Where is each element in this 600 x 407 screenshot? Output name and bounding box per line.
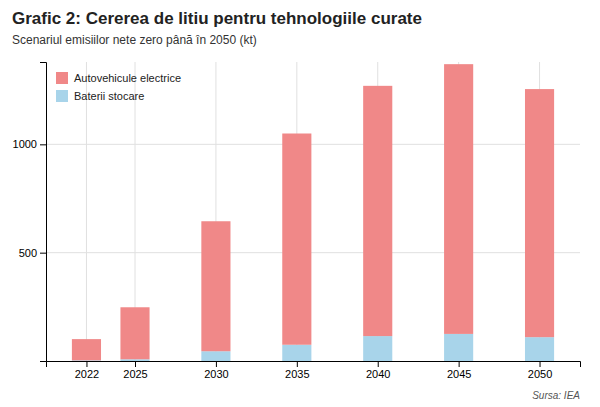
grid-line: [46, 252, 580, 253]
legend-item: Baterii stocare: [56, 90, 144, 102]
bar: [120, 359, 149, 361]
bar: [444, 334, 473, 361]
legend-label: Baterii stocare: [74, 90, 144, 102]
bar: [72, 339, 101, 360]
bar: [282, 134, 311, 345]
x-axis-line: [47, 362, 581, 368]
x-tick-mark: [540, 361, 541, 367]
bar: [363, 86, 392, 336]
legend-item: Autovehicule electrice: [56, 72, 181, 84]
bar: [363, 336, 392, 361]
x-tick-label: 2030: [204, 368, 228, 380]
x-tick-label: 2040: [366, 368, 390, 380]
y-tick: 500: [19, 247, 46, 259]
x-tick-mark: [135, 361, 136, 367]
bar: [525, 337, 554, 361]
source-note: Sursa: IEA: [532, 390, 580, 401]
x-tick: 2022: [75, 361, 99, 380]
x-tick-mark: [86, 361, 87, 367]
grid-line: [86, 62, 87, 361]
x-tick: 2045: [447, 361, 471, 380]
y-tick-mark: [40, 144, 46, 145]
y-axis-line: [40, 63, 47, 362]
x-tick-label: 2050: [528, 368, 552, 380]
x-tick-mark: [459, 361, 460, 367]
bar: [201, 351, 230, 361]
chart: Grafic 2: Cererea de litiu pentru tehnol…: [0, 0, 600, 407]
x-tick-mark: [297, 361, 298, 367]
legend-label: Autovehicule electrice: [74, 72, 181, 84]
x-tick-label: 2035: [285, 368, 309, 380]
bars: [72, 64, 554, 361]
bar: [201, 221, 230, 351]
title: Grafic 2: Cererea de litiu pentru tehnol…: [12, 9, 422, 28]
x-tick-label: 2022: [75, 368, 99, 380]
x-tick: 2025: [123, 361, 147, 380]
y-axis: 500 1000: [13, 63, 47, 362]
legend-swatch: [56, 72, 68, 84]
y-tick: 1000: [13, 138, 46, 150]
x-tick-label: 2045: [447, 368, 471, 380]
subtitle: Scenariul emisiilor nete zero până în 20…: [12, 33, 257, 47]
x-axis: 2022 2025 2030 2035 2040 2045 2050: [47, 361, 581, 380]
grid-line: [46, 144, 580, 145]
x-tick: 2035: [285, 361, 309, 380]
x-tick-mark: [216, 361, 217, 367]
y-tick-mark: [40, 253, 46, 254]
bar: [525, 89, 554, 337]
x-tick: 2030: [204, 361, 228, 380]
x-tick: 2050: [528, 361, 552, 380]
y-tick-label: 1000: [13, 138, 37, 150]
plot: 2022 2025 2030 2035 2040 2045 2050 500 1000 Autov…: [13, 62, 581, 380]
x-tick: 2040: [366, 361, 390, 380]
legend: Autovehicule electrice Baterii stocare: [56, 72, 181, 102]
bar: [282, 345, 311, 361]
x-tick-label: 2025: [123, 368, 147, 380]
grid: [46, 62, 580, 361]
bar-series: [72, 64, 554, 360]
y-tick-label: 500: [19, 247, 37, 259]
x-tick-mark: [378, 361, 379, 367]
bar: [120, 307, 149, 359]
bar: [444, 64, 473, 334]
legend-swatch: [56, 90, 68, 102]
